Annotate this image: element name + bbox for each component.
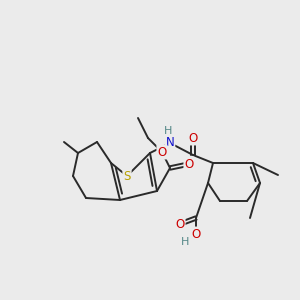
Text: N: N — [166, 136, 174, 149]
Text: S: S — [123, 169, 131, 182]
Text: O: O — [191, 227, 201, 241]
Text: H: H — [181, 237, 189, 247]
Text: O: O — [188, 131, 198, 145]
Text: O: O — [184, 158, 194, 170]
Text: O: O — [158, 146, 166, 158]
Text: O: O — [176, 218, 184, 230]
Text: H: H — [164, 126, 172, 136]
